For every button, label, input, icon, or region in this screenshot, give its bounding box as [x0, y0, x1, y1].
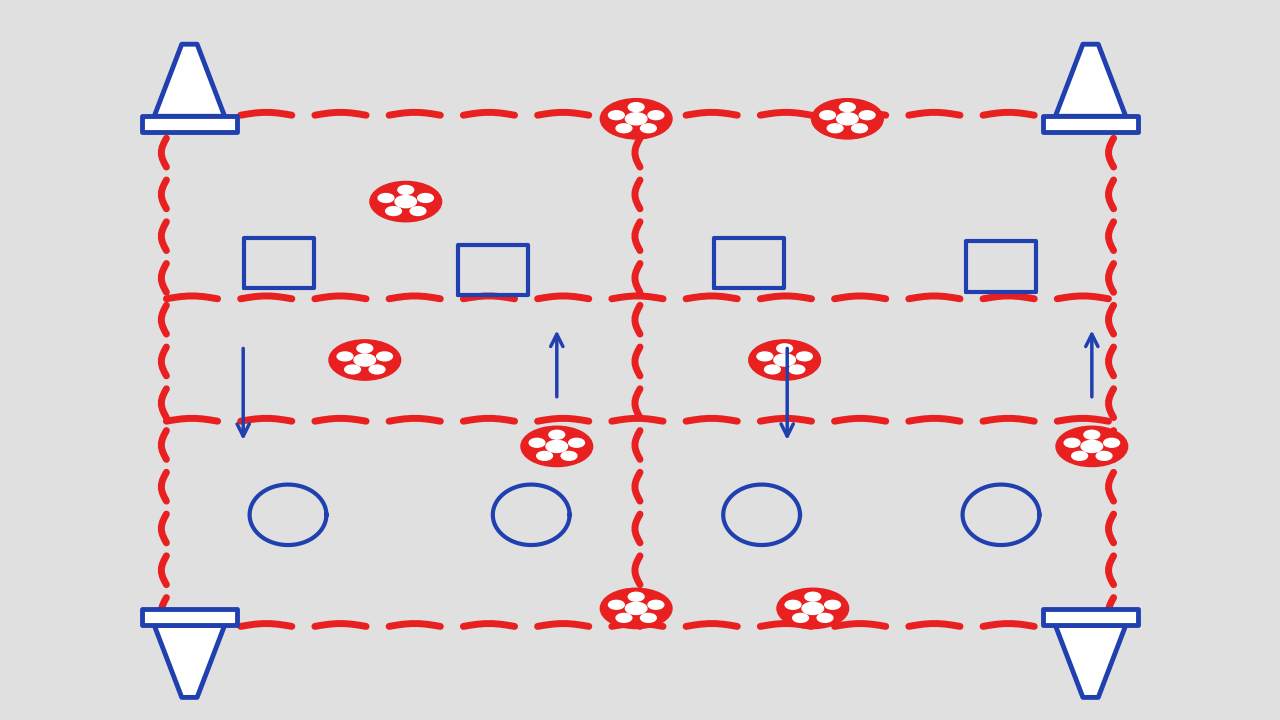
- Circle shape: [749, 340, 820, 380]
- Circle shape: [369, 365, 385, 374]
- Circle shape: [788, 365, 805, 374]
- Circle shape: [376, 352, 393, 361]
- Circle shape: [628, 593, 644, 601]
- Circle shape: [410, 207, 426, 215]
- Circle shape: [1082, 441, 1102, 452]
- Circle shape: [616, 613, 632, 622]
- Circle shape: [1056, 426, 1128, 467]
- Circle shape: [568, 438, 585, 447]
- Circle shape: [777, 344, 792, 353]
- Circle shape: [628, 103, 644, 112]
- Circle shape: [805, 593, 820, 601]
- Circle shape: [329, 340, 401, 380]
- Polygon shape: [155, 625, 225, 698]
- Circle shape: [561, 451, 577, 460]
- Polygon shape: [1043, 609, 1138, 625]
- Circle shape: [385, 207, 402, 215]
- Circle shape: [764, 365, 781, 374]
- Polygon shape: [155, 44, 225, 117]
- Circle shape: [608, 111, 625, 120]
- Circle shape: [344, 365, 361, 374]
- Circle shape: [1096, 451, 1112, 460]
- Circle shape: [536, 451, 553, 460]
- Circle shape: [824, 600, 841, 609]
- Circle shape: [357, 344, 372, 353]
- Circle shape: [840, 103, 855, 112]
- Circle shape: [549, 431, 564, 439]
- Circle shape: [1071, 451, 1088, 460]
- Circle shape: [370, 181, 442, 222]
- Circle shape: [547, 441, 567, 452]
- Circle shape: [812, 99, 883, 139]
- Circle shape: [626, 113, 646, 125]
- Circle shape: [521, 426, 593, 467]
- Circle shape: [337, 352, 353, 361]
- Circle shape: [796, 352, 813, 361]
- Circle shape: [792, 613, 809, 622]
- Circle shape: [600, 99, 672, 139]
- Circle shape: [640, 613, 657, 622]
- Circle shape: [817, 613, 833, 622]
- Circle shape: [851, 124, 868, 132]
- Circle shape: [529, 438, 545, 447]
- Circle shape: [396, 196, 416, 207]
- Circle shape: [648, 111, 664, 120]
- Circle shape: [417, 194, 434, 202]
- Circle shape: [756, 352, 773, 361]
- Circle shape: [398, 186, 413, 194]
- Circle shape: [774, 354, 795, 366]
- Circle shape: [827, 124, 844, 132]
- Polygon shape: [1056, 625, 1126, 698]
- Circle shape: [1103, 438, 1120, 447]
- Circle shape: [803, 603, 823, 614]
- Circle shape: [819, 111, 836, 120]
- Circle shape: [355, 354, 375, 366]
- Circle shape: [626, 603, 646, 614]
- Polygon shape: [1043, 117, 1138, 132]
- Circle shape: [616, 124, 632, 132]
- Polygon shape: [142, 609, 237, 625]
- Circle shape: [640, 124, 657, 132]
- Circle shape: [777, 588, 849, 629]
- Circle shape: [378, 194, 394, 202]
- Circle shape: [1064, 438, 1080, 447]
- Circle shape: [1084, 431, 1100, 439]
- Circle shape: [837, 113, 858, 125]
- Polygon shape: [142, 117, 237, 132]
- Circle shape: [600, 588, 672, 629]
- Circle shape: [785, 600, 801, 609]
- Circle shape: [608, 600, 625, 609]
- Circle shape: [859, 111, 876, 120]
- Circle shape: [648, 600, 664, 609]
- Polygon shape: [1056, 44, 1126, 117]
